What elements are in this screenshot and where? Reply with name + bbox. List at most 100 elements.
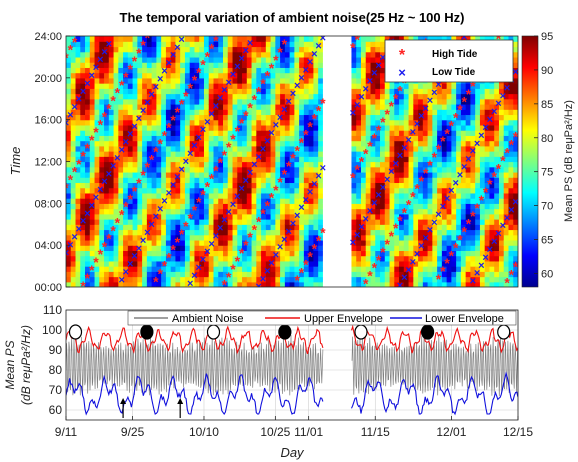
heatmap-cell — [427, 245, 433, 251]
heatmap-cell — [384, 250, 391, 257]
heatmap-cell — [270, 130, 276, 136]
high-tide-marker: * — [303, 127, 309, 143]
heatmap-cell — [346, 182, 353, 189]
heatmap-cell — [256, 135, 262, 142]
heatmap-cell — [365, 83, 372, 89]
heatmap-cell — [175, 41, 181, 48]
heatmap-cell — [99, 239, 105, 246]
heatmap-cell — [94, 281, 100, 287]
heatmap-cell — [75, 151, 81, 157]
low-tide-marker: × — [144, 227, 150, 239]
heatmap-cell — [275, 56, 281, 63]
heatmap-cell — [341, 114, 348, 121]
heatmap-cell — [375, 46, 381, 53]
heatmap-cell — [175, 130, 181, 136]
heatmap-cell — [275, 229, 281, 236]
low-tide-marker: × — [234, 191, 240, 203]
heatmap-cell — [113, 109, 119, 116]
heatmap-cell — [384, 140, 391, 147]
heatmap-cell — [265, 83, 272, 89]
heatmap-cell — [123, 46, 129, 53]
heatmap-cell — [208, 140, 215, 147]
high-tide-marker: * — [102, 108, 108, 124]
heatmap-cell — [318, 260, 324, 267]
heatmap-cell — [261, 140, 267, 147]
heatmap-cell — [498, 224, 505, 231]
heatmap-cell — [189, 198, 196, 204]
heatmap-panel: ****************************************… — [8, 31, 519, 294]
heatmap-cell — [242, 213, 248, 220]
heatmap-cell — [199, 77, 205, 84]
heatmap-cell — [413, 255, 419, 262]
heatmap-cell — [132, 224, 138, 231]
heatmap-cell — [132, 250, 138, 257]
heatmap-cell — [337, 198, 343, 204]
heatmap-cell — [399, 109, 405, 116]
heatmap-cell — [503, 219, 510, 225]
heatmap-cell — [151, 219, 157, 225]
heatmap-cell — [99, 229, 105, 236]
heatmap-cell — [227, 156, 234, 163]
heatmap-cell — [85, 98, 91, 105]
heatmap-cell — [256, 234, 262, 241]
high-tide-marker: * — [367, 138, 373, 154]
heatmap-cell — [370, 103, 376, 110]
heatmap-cell — [289, 62, 295, 68]
heatmap-cell — [208, 219, 215, 225]
heatmap-cell — [427, 182, 433, 189]
heatmap-cell — [85, 72, 91, 79]
heatmap-cell — [451, 177, 457, 184]
heatmap-cell — [389, 245, 395, 251]
heatmap-cell — [489, 203, 495, 210]
heatmap-cell — [94, 255, 100, 262]
high-tide-marker: * — [449, 247, 455, 263]
heatmap-cell — [170, 224, 177, 231]
heatmap-cell — [432, 182, 438, 189]
heatmap-cell — [161, 77, 167, 84]
heatmap-cell — [99, 166, 105, 173]
high-tide-marker: * — [115, 85, 121, 101]
heatmap-cell — [127, 250, 134, 257]
heatmap-cell — [441, 260, 448, 267]
heatmap-cell — [251, 41, 257, 48]
heatmap-cell — [184, 239, 191, 246]
heatmap-cell — [356, 41, 362, 48]
heatmap-cell — [170, 145, 177, 152]
heatmap-cell — [223, 93, 229, 100]
heatmap-cell — [389, 83, 395, 89]
heatmap-cell — [370, 135, 376, 142]
heatmap-cell — [318, 271, 324, 278]
heatmap-cell — [408, 255, 414, 262]
heatmap-cell — [365, 151, 372, 157]
heatmap-cell — [384, 156, 391, 163]
heatmap-cell — [337, 119, 343, 126]
heatmap-cell — [70, 192, 77, 199]
heatmap-cell — [394, 208, 400, 215]
heatmap-cell — [175, 67, 181, 74]
heatmap-cell — [89, 166, 96, 173]
heatmap-cell — [446, 161, 452, 168]
heatmap-cell — [242, 229, 248, 236]
heatmap-cell — [261, 245, 267, 251]
heatmap-cell — [99, 250, 105, 257]
heatmap-cell — [108, 135, 115, 142]
heatmap-cell — [223, 166, 229, 173]
heatmap-cell — [375, 72, 381, 79]
heatmap-cell — [380, 224, 386, 231]
heatmap-cell — [75, 271, 81, 278]
heatmap-cell — [189, 281, 196, 287]
heatmap-cell — [484, 266, 491, 272]
heatmap-cell — [365, 72, 372, 79]
heatmap-cell — [284, 124, 291, 131]
heatmap-cell — [246, 266, 253, 272]
heatmap-cell — [208, 255, 215, 262]
heatmap-cell — [137, 213, 143, 220]
heatmap-cell — [256, 260, 262, 267]
heatmap-cell — [123, 276, 129, 283]
heatmap-cell — [232, 250, 238, 257]
heatmap-cell — [113, 192, 119, 199]
heatmap-cell — [208, 234, 215, 241]
heatmap-cell — [194, 219, 200, 225]
heatmap-cell — [242, 88, 248, 95]
heatmap-cell — [165, 213, 172, 220]
